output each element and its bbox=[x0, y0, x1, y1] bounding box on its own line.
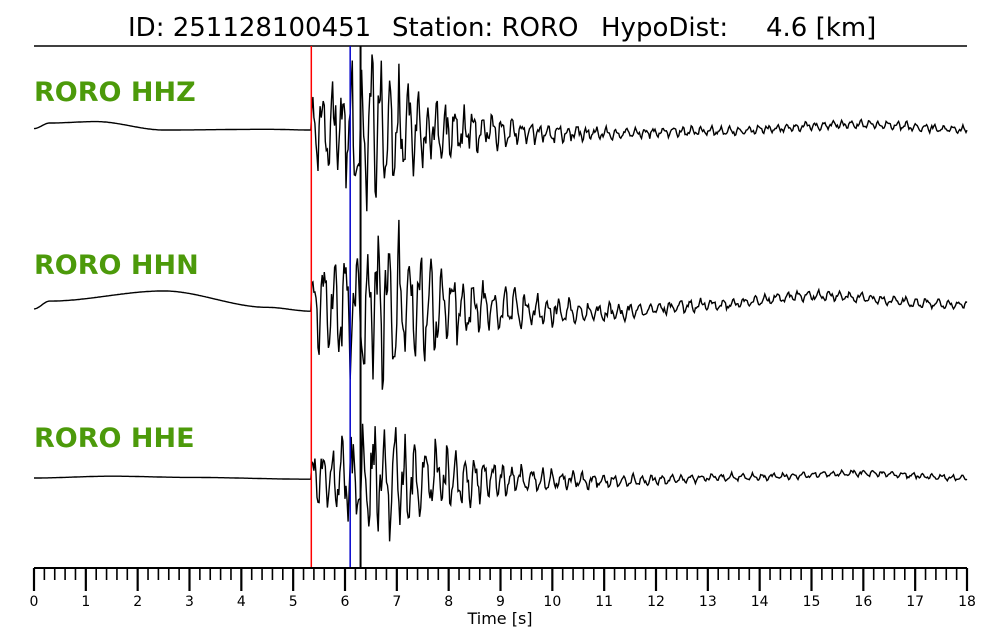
x-tick-label: 18 bbox=[958, 594, 976, 610]
channel-label-hhz: RORO HHZ bbox=[34, 77, 196, 108]
channel-label-hhe: RORO HHE bbox=[34, 423, 195, 454]
waveform-trace-hhe bbox=[34, 423, 968, 542]
x-tick-label: 10 bbox=[543, 594, 561, 610]
x-tick-label: 12 bbox=[647, 594, 665, 610]
plot-title: ID: 251128100451 Station: RORO HypoDist:… bbox=[128, 13, 876, 43]
title-hypodist-label: HypoDist: bbox=[601, 13, 728, 43]
waveform-trace-hhn bbox=[33, 219, 968, 390]
title-event-id: ID: 251128100451 bbox=[128, 13, 371, 43]
phase-picks bbox=[310, 46, 362, 567]
x-tick-label: 14 bbox=[751, 594, 769, 610]
x-axis-label: Time [s] bbox=[466, 609, 532, 628]
waveform-traces bbox=[33, 54, 968, 542]
x-tick-label: 11 bbox=[595, 594, 613, 610]
x-tick-label: 17 bbox=[906, 594, 924, 610]
x-tick-label: 8 bbox=[444, 594, 453, 610]
channel-label-hhn: RORO HHN bbox=[34, 250, 199, 281]
x-tick-label: 13 bbox=[699, 594, 717, 610]
x-tick-label: 1 bbox=[81, 594, 90, 610]
x-tick-label: 5 bbox=[289, 594, 298, 610]
x-tick-label: 15 bbox=[803, 594, 821, 610]
x-tick-label: 4 bbox=[237, 594, 246, 610]
title-hypodist-value: 4.6 [km] bbox=[766, 13, 876, 43]
x-tick-label: 7 bbox=[392, 594, 401, 610]
x-tick-label: 3 bbox=[185, 594, 194, 610]
waveform-trace-hhz bbox=[33, 54, 968, 212]
x-tick-label: 9 bbox=[496, 594, 505, 610]
time-axis: 0 1 2 3 4 5 6 7 8 9 10 11 12 13 14 15 16 17 18 bbox=[30, 567, 976, 610]
x-tick-label: 16 bbox=[854, 594, 872, 610]
x-tick-label: 6 bbox=[341, 594, 350, 610]
title-station: Station: RORO bbox=[392, 13, 579, 43]
x-tick-label: 2 bbox=[133, 594, 142, 610]
x-tick-label: 0 bbox=[30, 594, 39, 610]
